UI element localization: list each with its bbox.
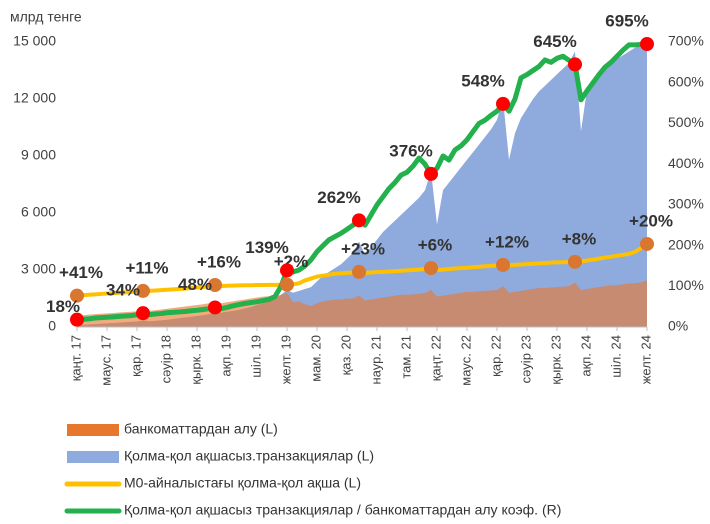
x-tick-label: желт. 24 [638,335,653,384]
x-tick-label: мам. 20 [308,335,323,382]
y2-tick-label: 600% [668,73,704,89]
y-tick-label: 3 000 [21,261,56,277]
marker [136,306,150,321]
x-tick-label: қырк. 23 [548,335,563,385]
marker [568,57,582,72]
y-tick-label: 15 000 [13,33,56,49]
y-tick-label: 9 000 [21,147,56,163]
x-tick-label: наур. 21 [368,335,383,385]
marker [280,263,294,278]
marker [640,236,654,251]
marker [136,283,150,298]
x-tick-label: шіл. 19 [248,335,263,378]
point-label: 48% [178,275,212,294]
x-tick-label: мауc. 17 [98,335,113,386]
x-tick-label: сәуір 23 [518,335,533,383]
point-label: 34% [106,281,140,300]
legend-swatch [67,424,119,436]
point-label: 695% [605,12,648,31]
marker [496,96,510,111]
x-tick-label: шіл. 24 [608,335,623,378]
x-tick-label: қырк. 18 [188,335,203,385]
point-label: 262% [317,188,360,207]
marker [280,277,294,292]
x-tick-label: там. 21 [398,335,413,379]
x-tick-label: қаз. 20 [338,335,353,375]
point-label: +8% [562,229,597,248]
marker [208,278,222,293]
x-tick-label: қаңт. 17 [68,335,83,381]
point-label: +23% [341,239,385,258]
x-tick-label: сәуір 18 [158,335,173,383]
point-label: 548% [461,71,504,90]
legend-label: M0-айналыстағы қолма-қол ақша (L) [124,475,361,491]
y2-tick-label: 500% [668,114,704,130]
marker [352,264,366,279]
x-tick-label: желт. 19 [278,335,293,384]
y-axis-title: млрд тенге [10,9,82,25]
marker [70,312,84,327]
point-label: +16% [197,252,241,271]
legend-swatch [67,451,119,463]
y2-tick-label: 700% [668,33,704,49]
point-label: +6% [418,236,453,255]
marker [424,261,438,276]
point-label: +11% [125,258,168,277]
x-tick-label: қар. 22 [488,335,503,377]
y2-tick-label: 100% [668,277,704,293]
point-label: 376% [389,141,432,160]
legend-label: Қолма-қол ақшасыз транзакциялар / банком… [124,502,561,518]
marker [208,300,222,315]
marker [70,288,84,303]
point-label: +41% [59,263,103,282]
y2-tick-label: 400% [668,155,704,171]
y2-tick-label: 200% [668,236,704,252]
marker [640,37,654,52]
y-tick-label: 6 000 [21,204,56,220]
marker [424,166,438,181]
y-tick-label: 12 000 [13,90,56,106]
point-label: 139% [245,238,288,257]
point-label: 18% [46,297,80,316]
x-tick-label: ақп. 24 [578,335,593,377]
marker [568,254,582,269]
marker [352,213,366,228]
area [77,42,647,327]
y2-tick-label: 0% [668,318,688,334]
marker [496,257,510,272]
x-tick-label: мауc. 22 [458,335,473,386]
legend-label: Қолма-қол ақшасыз.транзакциялар (L) [124,448,374,464]
point-label: +12% [485,232,529,251]
point-label: +20% [629,211,673,230]
y-tick-label: 0 [48,318,56,334]
x-tick-label: қар. 17 [128,335,143,377]
x-tick-label: қаңт. 22 [428,335,443,381]
legend-label: банкоматтардан алу (L) [124,421,278,437]
point-label: 645% [533,32,576,51]
area [77,280,647,327]
y2-tick-label: 300% [668,196,704,212]
x-tick-label: ақп. 19 [218,335,233,377]
